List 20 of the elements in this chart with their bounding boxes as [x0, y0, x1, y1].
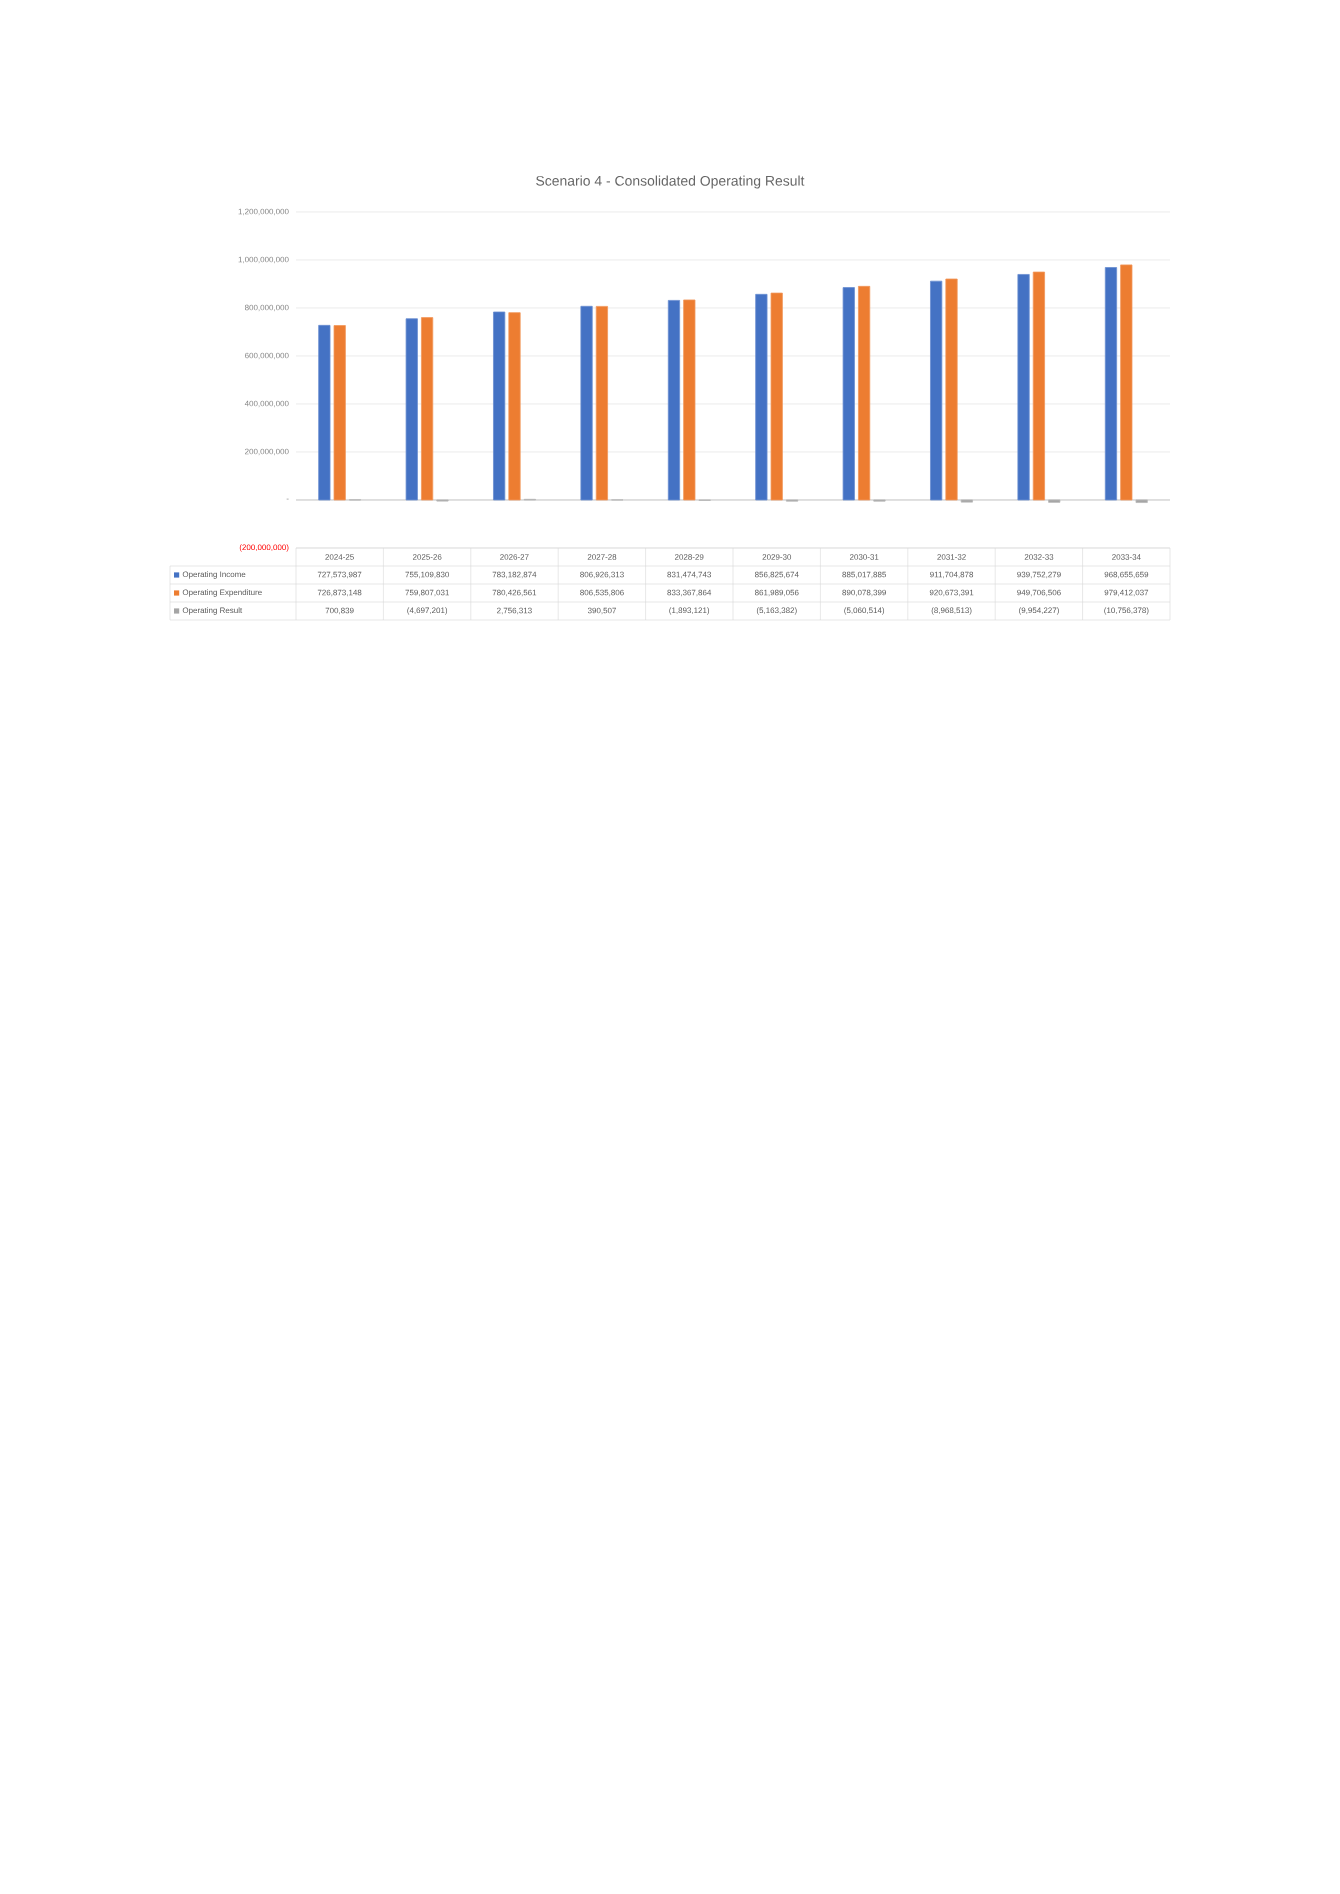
bar — [667, 300, 681, 501]
bar — [508, 312, 521, 501]
bar — [493, 311, 506, 501]
bar — [405, 318, 418, 501]
bar — [770, 292, 783, 501]
bar — [1104, 267, 1118, 501]
bar — [1120, 264, 1133, 501]
bar — [1017, 274, 1030, 501]
bar — [318, 324, 331, 501]
bar — [858, 285, 871, 501]
bar — [945, 278, 958, 501]
bar — [333, 325, 346, 501]
bar — [421, 317, 434, 501]
bar — [842, 287, 855, 501]
bar — [755, 293, 768, 501]
bar — [580, 305, 593, 501]
bar — [683, 299, 696, 501]
bar — [595, 306, 608, 501]
bar — [930, 280, 943, 501]
bar — [1032, 271, 1045, 501]
